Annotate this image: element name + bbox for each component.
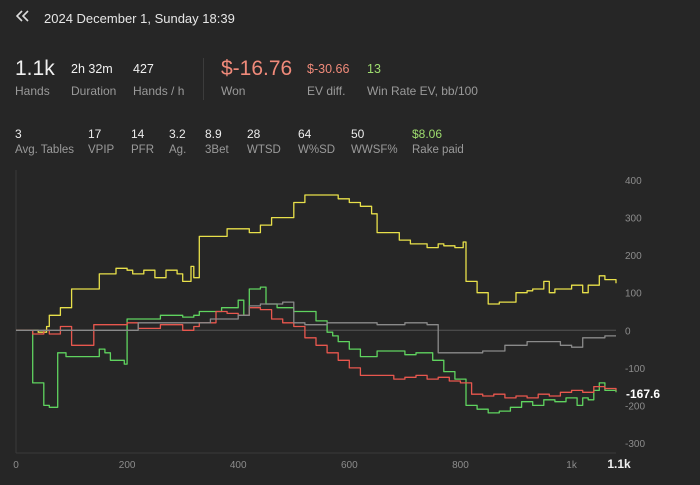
stat-ev-diff: $-30.66 EV diff. (307, 57, 349, 98)
stat-hands-value: 1.1k (15, 57, 55, 80)
detail-label: PFR (131, 144, 154, 156)
detail-label: 3Bet (205, 144, 229, 156)
y-tick-label: 100 (625, 289, 642, 300)
detail-value: 14 (131, 127, 145, 141)
x-tick-label: 800 (452, 460, 469, 471)
x-tick-label: 400 (230, 460, 247, 471)
y-tick-label: -100 (625, 364, 645, 375)
detail-value: 50 (351, 127, 365, 141)
detail-ag: 3.2 Ag. (169, 127, 186, 156)
stat-duration-label: Duration (71, 84, 117, 98)
stat-won-value: $-16.76 (221, 57, 293, 80)
double-chevron-left-icon (15, 9, 30, 27)
x-tick-label: 1k (566, 460, 578, 471)
stat-duration: 2h 32m Duration (71, 57, 116, 98)
stat-hands-per-hour: 427 Hands / h (133, 57, 184, 98)
stat-win-rate-label: Win Rate EV, bb/100 (367, 84, 478, 98)
x-tick-label: 200 (119, 460, 136, 471)
series-line-gray (16, 301, 616, 354)
stat-hands: 1.1k Hands (15, 57, 55, 98)
detail-3bet: 8.9 3Bet (205, 127, 229, 156)
stat-hands-per-hour-value: 427 (133, 62, 154, 76)
y-tick-label: -200 (625, 401, 645, 412)
stat-win-rate: 13 Win Rate EV, bb/100 (367, 57, 478, 98)
series-line-yellow (16, 194, 617, 333)
detail-wsd: 64 W%SD (298, 127, 335, 156)
series-line-red (16, 307, 617, 399)
x-tick-label: 1.1k (607, 457, 631, 471)
y-tick-label: 300 (625, 214, 642, 225)
detail-value: 8.9 (205, 127, 222, 141)
stat-ev-diff-value: $-30.66 (307, 62, 350, 76)
detail-value: 64 (298, 127, 312, 141)
detail-value: 3 (15, 127, 22, 141)
detail-label: WTSD (247, 144, 281, 156)
detail-label: VPIP (88, 144, 115, 156)
detail-value: 3.2 (169, 127, 186, 141)
detail-label: Rake paid (412, 144, 464, 156)
session-title: 2024 December 1, Sunday 18:39 (44, 10, 235, 26)
detail-value: $8.06 (412, 127, 443, 141)
detail-label: Avg. Tables (15, 144, 75, 156)
detail-stats: 3 Avg. Tables 17 VPIP 14 PFR 3.2 Ag. 8.9… (0, 127, 700, 161)
profit-chart-svg: 400 300 200 100 0 -100 -200 -300 0 200 400 600 800 1k… (13, 170, 660, 471)
y-tick-label: 200 (625, 251, 642, 262)
stat-ev-diff-label: EV diff. (307, 84, 346, 98)
back-button[interactable] (12, 7, 34, 29)
stat-win-rate-value: 13 (367, 62, 381, 76)
y-tick-label: -300 (625, 439, 645, 450)
detail-label: Ag. (169, 144, 187, 156)
stat-hands-label: Hands (15, 84, 50, 98)
detail-label: WWSF% (351, 144, 398, 156)
detail-pfr: 14 PFR (131, 127, 154, 156)
stat-duration-value: 2h 32m (71, 62, 113, 76)
series-line-green (16, 286, 617, 414)
x-tick-label: 600 (341, 460, 358, 471)
end-value-label: -167.6 (626, 387, 660, 401)
summary-divider (203, 58, 204, 100)
detail-rake-paid: $8.06 Rake paid (412, 127, 464, 156)
detail-value: 28 (247, 127, 261, 141)
y-tick-label: 400 (625, 176, 642, 187)
detail-label: W%SD (298, 144, 336, 156)
stat-hands-per-hour-label: Hands / h (133, 84, 185, 98)
detail-vpip: 17 VPIP (88, 127, 114, 156)
detail-wtsd: 28 WTSD (247, 127, 281, 156)
detail-avg-tables: 3 Avg. Tables (15, 127, 74, 156)
summary-stats: 1.1k Hands 2h 32m Duration 427 Hands / h… (0, 57, 700, 101)
detail-value: 17 (88, 127, 102, 141)
x-tick-label: 0 (13, 460, 19, 471)
detail-wwsf: 50 WWSF% (351, 127, 398, 156)
header: 2024 December 1, Sunday 18:39 (0, 0, 700, 36)
profit-chart[interactable]: 400 300 200 100 0 -100 -200 -300 0 200 400 600 800 1k… (0, 168, 700, 485)
stat-won: $-16.76 Won (221, 57, 292, 98)
y-tick-label: 0 (625, 326, 631, 337)
stat-won-label: Won (221, 84, 246, 98)
